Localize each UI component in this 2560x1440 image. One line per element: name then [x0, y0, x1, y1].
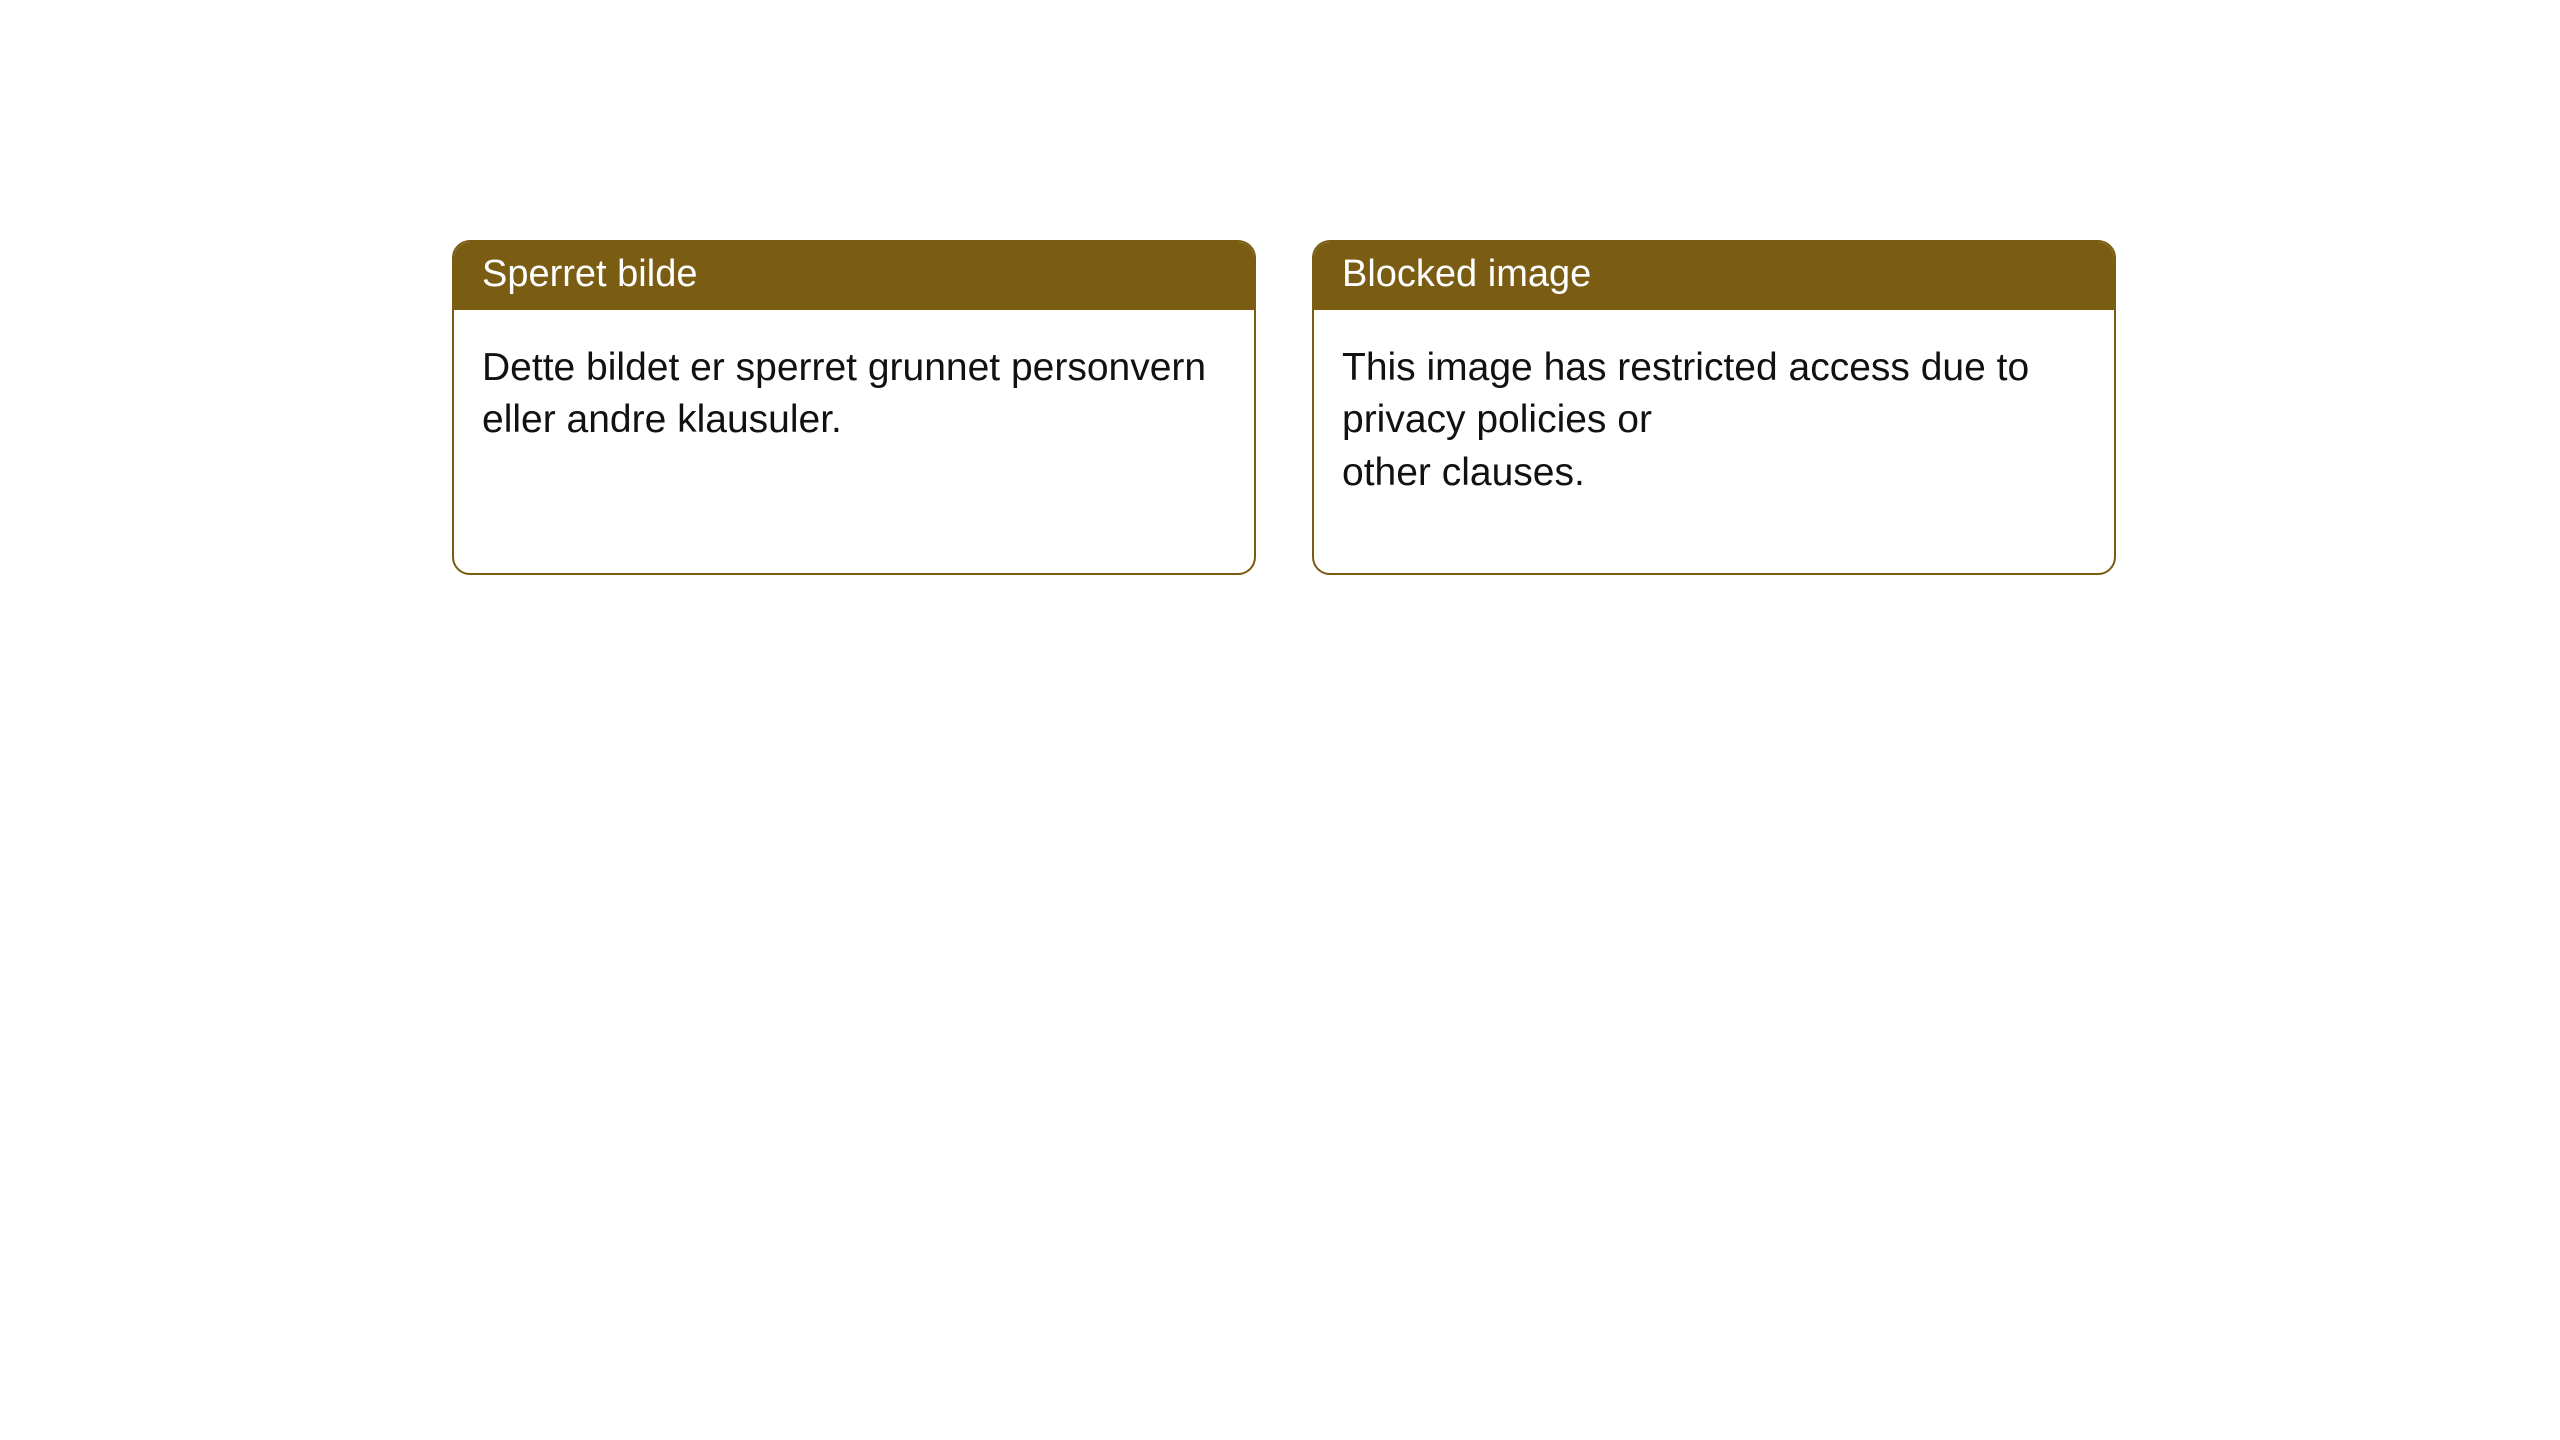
blocked-image-card-en: Blocked image This image has restricted … — [1312, 240, 2116, 575]
card-body-text: This image has restricted access due to … — [1314, 310, 2114, 532]
card-body-text: Dette bildet er sperret grunnet personve… — [454, 310, 1254, 479]
blocked-image-card-no: Sperret bilde Dette bildet er sperret gr… — [452, 240, 1256, 575]
card-title: Sperret bilde — [454, 242, 1254, 310]
card-title: Blocked image — [1314, 242, 2114, 310]
card-container: Sperret bilde Dette bildet er sperret gr… — [0, 0, 2560, 575]
